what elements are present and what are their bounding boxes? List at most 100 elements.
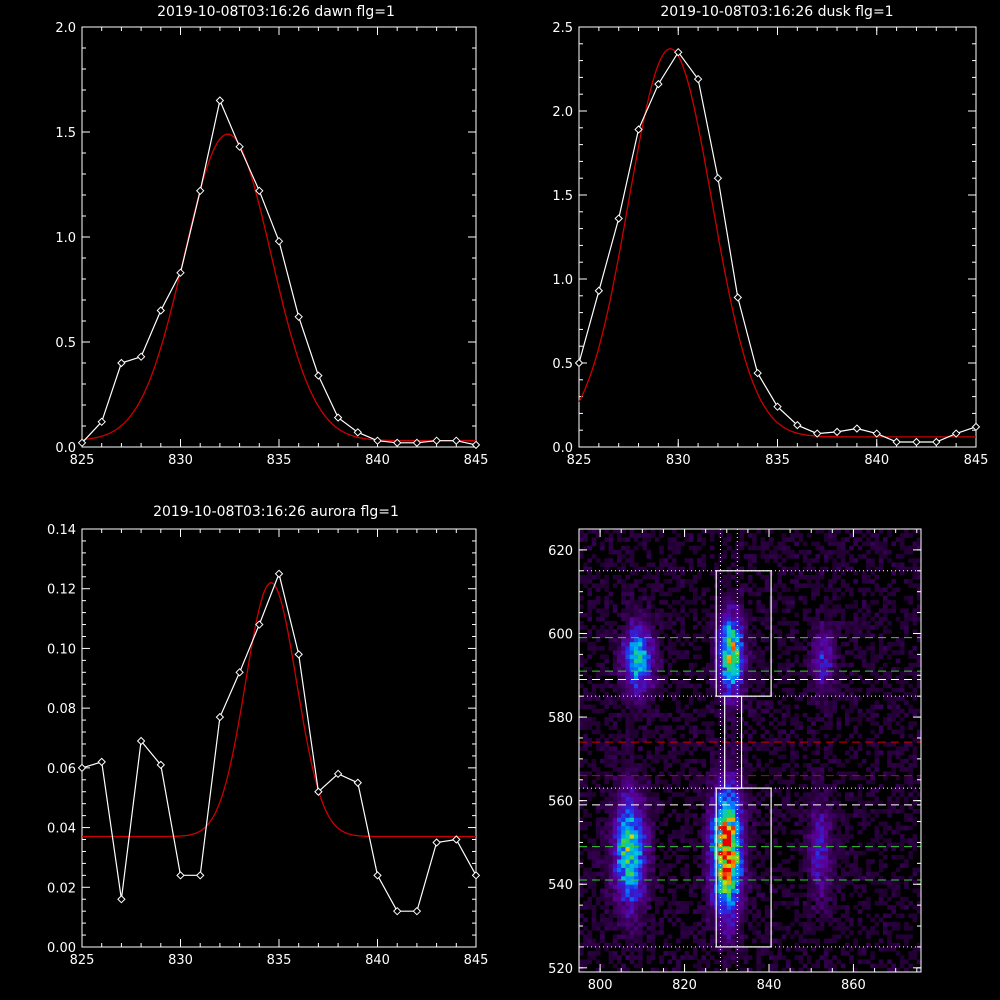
heatmap-cell bbox=[798, 646, 804, 651]
heatmap-cell bbox=[743, 767, 749, 772]
heatmap-cell bbox=[600, 963, 605, 969]
heatmap-cell bbox=[701, 625, 707, 630]
heatmap-cell bbox=[756, 587, 761, 593]
heatmap-cell bbox=[836, 541, 842, 547]
heatmap-cell bbox=[752, 712, 757, 718]
heatmap-cell bbox=[802, 842, 808, 848]
heatmap-cell bbox=[709, 788, 715, 793]
heatmap-cell bbox=[667, 854, 673, 860]
heatmap-cell bbox=[625, 938, 631, 944]
heatmap-cell bbox=[701, 804, 707, 810]
heatmap-cell bbox=[845, 792, 850, 797]
heatmap-cell bbox=[676, 616, 681, 622]
heatmap-cell bbox=[726, 537, 732, 542]
heatmap-cell bbox=[697, 545, 702, 551]
heatmap-cell bbox=[646, 829, 652, 835]
dawn-y-tick-label: 0.0 bbox=[55, 441, 76, 456]
heatmap-cell bbox=[819, 859, 825, 864]
heatmap-cell bbox=[697, 942, 702, 948]
heatmap-cell bbox=[709, 641, 715, 647]
heatmap-cell bbox=[612, 863, 618, 868]
heatmap-cell bbox=[587, 896, 593, 902]
heatmap-cell bbox=[849, 754, 854, 760]
heatmap-cell bbox=[722, 788, 728, 793]
heatmap-cell bbox=[591, 888, 597, 893]
heatmap-cell bbox=[633, 629, 639, 634]
heatmap-cell bbox=[815, 558, 821, 563]
heatmap-cell bbox=[718, 813, 723, 818]
heatmap-cell bbox=[587, 955, 593, 960]
heatmap-cell bbox=[798, 533, 804, 538]
heatmap-cell bbox=[709, 704, 715, 710]
heatmap-cell bbox=[807, 867, 812, 873]
heatmap-cell bbox=[604, 704, 609, 710]
heatmap-cell bbox=[583, 533, 588, 538]
heatmap-cell bbox=[722, 675, 728, 680]
heatmap-cell bbox=[655, 608, 660, 613]
heatmap-cell bbox=[739, 854, 745, 860]
heatmap-cell bbox=[735, 620, 740, 626]
heatmap-cell bbox=[739, 938, 745, 944]
heatmap-cell bbox=[836, 633, 842, 639]
heatmap-cell bbox=[832, 813, 837, 818]
heatmap-cell bbox=[684, 558, 690, 563]
heatmap-cell bbox=[655, 854, 660, 860]
heatmap-cell bbox=[731, 771, 736, 776]
heatmap-cell bbox=[836, 717, 842, 722]
heatmap-cell bbox=[714, 742, 719, 747]
heatmap-cell bbox=[629, 921, 635, 927]
heatmap-cell bbox=[747, 704, 753, 710]
heatmap-cell bbox=[697, 537, 702, 542]
heatmap-cell bbox=[646, 754, 652, 760]
heatmap-cell bbox=[743, 612, 749, 618]
heatmap-cell bbox=[828, 625, 833, 630]
heatmap-cell bbox=[655, 863, 660, 868]
heatmap-cell bbox=[781, 721, 787, 726]
heatmap-cell bbox=[587, 742, 593, 747]
heatmap-cell bbox=[840, 834, 846, 839]
heatmap-cell bbox=[693, 813, 698, 818]
heatmap-cell bbox=[760, 946, 766, 952]
heatmap-cell bbox=[688, 600, 694, 605]
heatmap-cell bbox=[722, 604, 728, 609]
heatmap-cell bbox=[743, 691, 749, 697]
heatmap-cell bbox=[739, 913, 745, 919]
heatmap-cell bbox=[819, 783, 825, 789]
heatmap-cell bbox=[591, 529, 597, 534]
heatmap-cell bbox=[709, 675, 715, 680]
heatmap-cell bbox=[667, 604, 673, 609]
dawn-spectrum-plot: 2019-10-08T03:16:26 dawn flg=1 825 830 835… bbox=[55, 4, 488, 468]
heatmap-cell bbox=[714, 783, 719, 789]
heatmap-cell bbox=[845, 625, 850, 630]
heatmap-cell bbox=[705, 708, 711, 714]
heatmap-cell bbox=[650, 913, 656, 919]
dawn-data-point bbox=[136, 352, 146, 361]
heatmap-cell bbox=[650, 717, 656, 722]
heatmap-cell bbox=[769, 951, 774, 956]
heatmap-cell bbox=[617, 683, 622, 689]
heatmap-cell bbox=[747, 708, 753, 714]
heatmap-cell bbox=[587, 850, 593, 856]
heatmap-cell bbox=[802, 754, 808, 760]
heatmap-cell bbox=[638, 809, 643, 814]
heatmap-cell bbox=[798, 595, 804, 601]
heatmap-cell bbox=[807, 558, 812, 563]
heatmap-cell bbox=[709, 658, 715, 664]
heatmap-cell bbox=[760, 658, 766, 664]
heatmap-cell bbox=[688, 558, 694, 563]
heatmap-cell bbox=[836, 921, 842, 927]
heatmap-cell bbox=[650, 620, 656, 626]
heatmap-cell bbox=[650, 854, 656, 860]
heatmap-cell bbox=[688, 900, 694, 906]
heatmap-cell bbox=[625, 646, 631, 651]
heatmap-cell bbox=[836, 850, 842, 856]
heatmap-cell bbox=[845, 641, 850, 647]
heatmap-cell bbox=[697, 595, 702, 601]
heatmap-cell bbox=[684, 633, 690, 639]
heatmap-cell bbox=[595, 587, 601, 593]
heatmap-cell bbox=[638, 963, 643, 969]
heatmap-cell bbox=[650, 633, 656, 639]
heatmap-cell bbox=[743, 746, 749, 751]
heatmap-cell bbox=[794, 541, 799, 547]
heatmap-cell bbox=[785, 608, 791, 613]
